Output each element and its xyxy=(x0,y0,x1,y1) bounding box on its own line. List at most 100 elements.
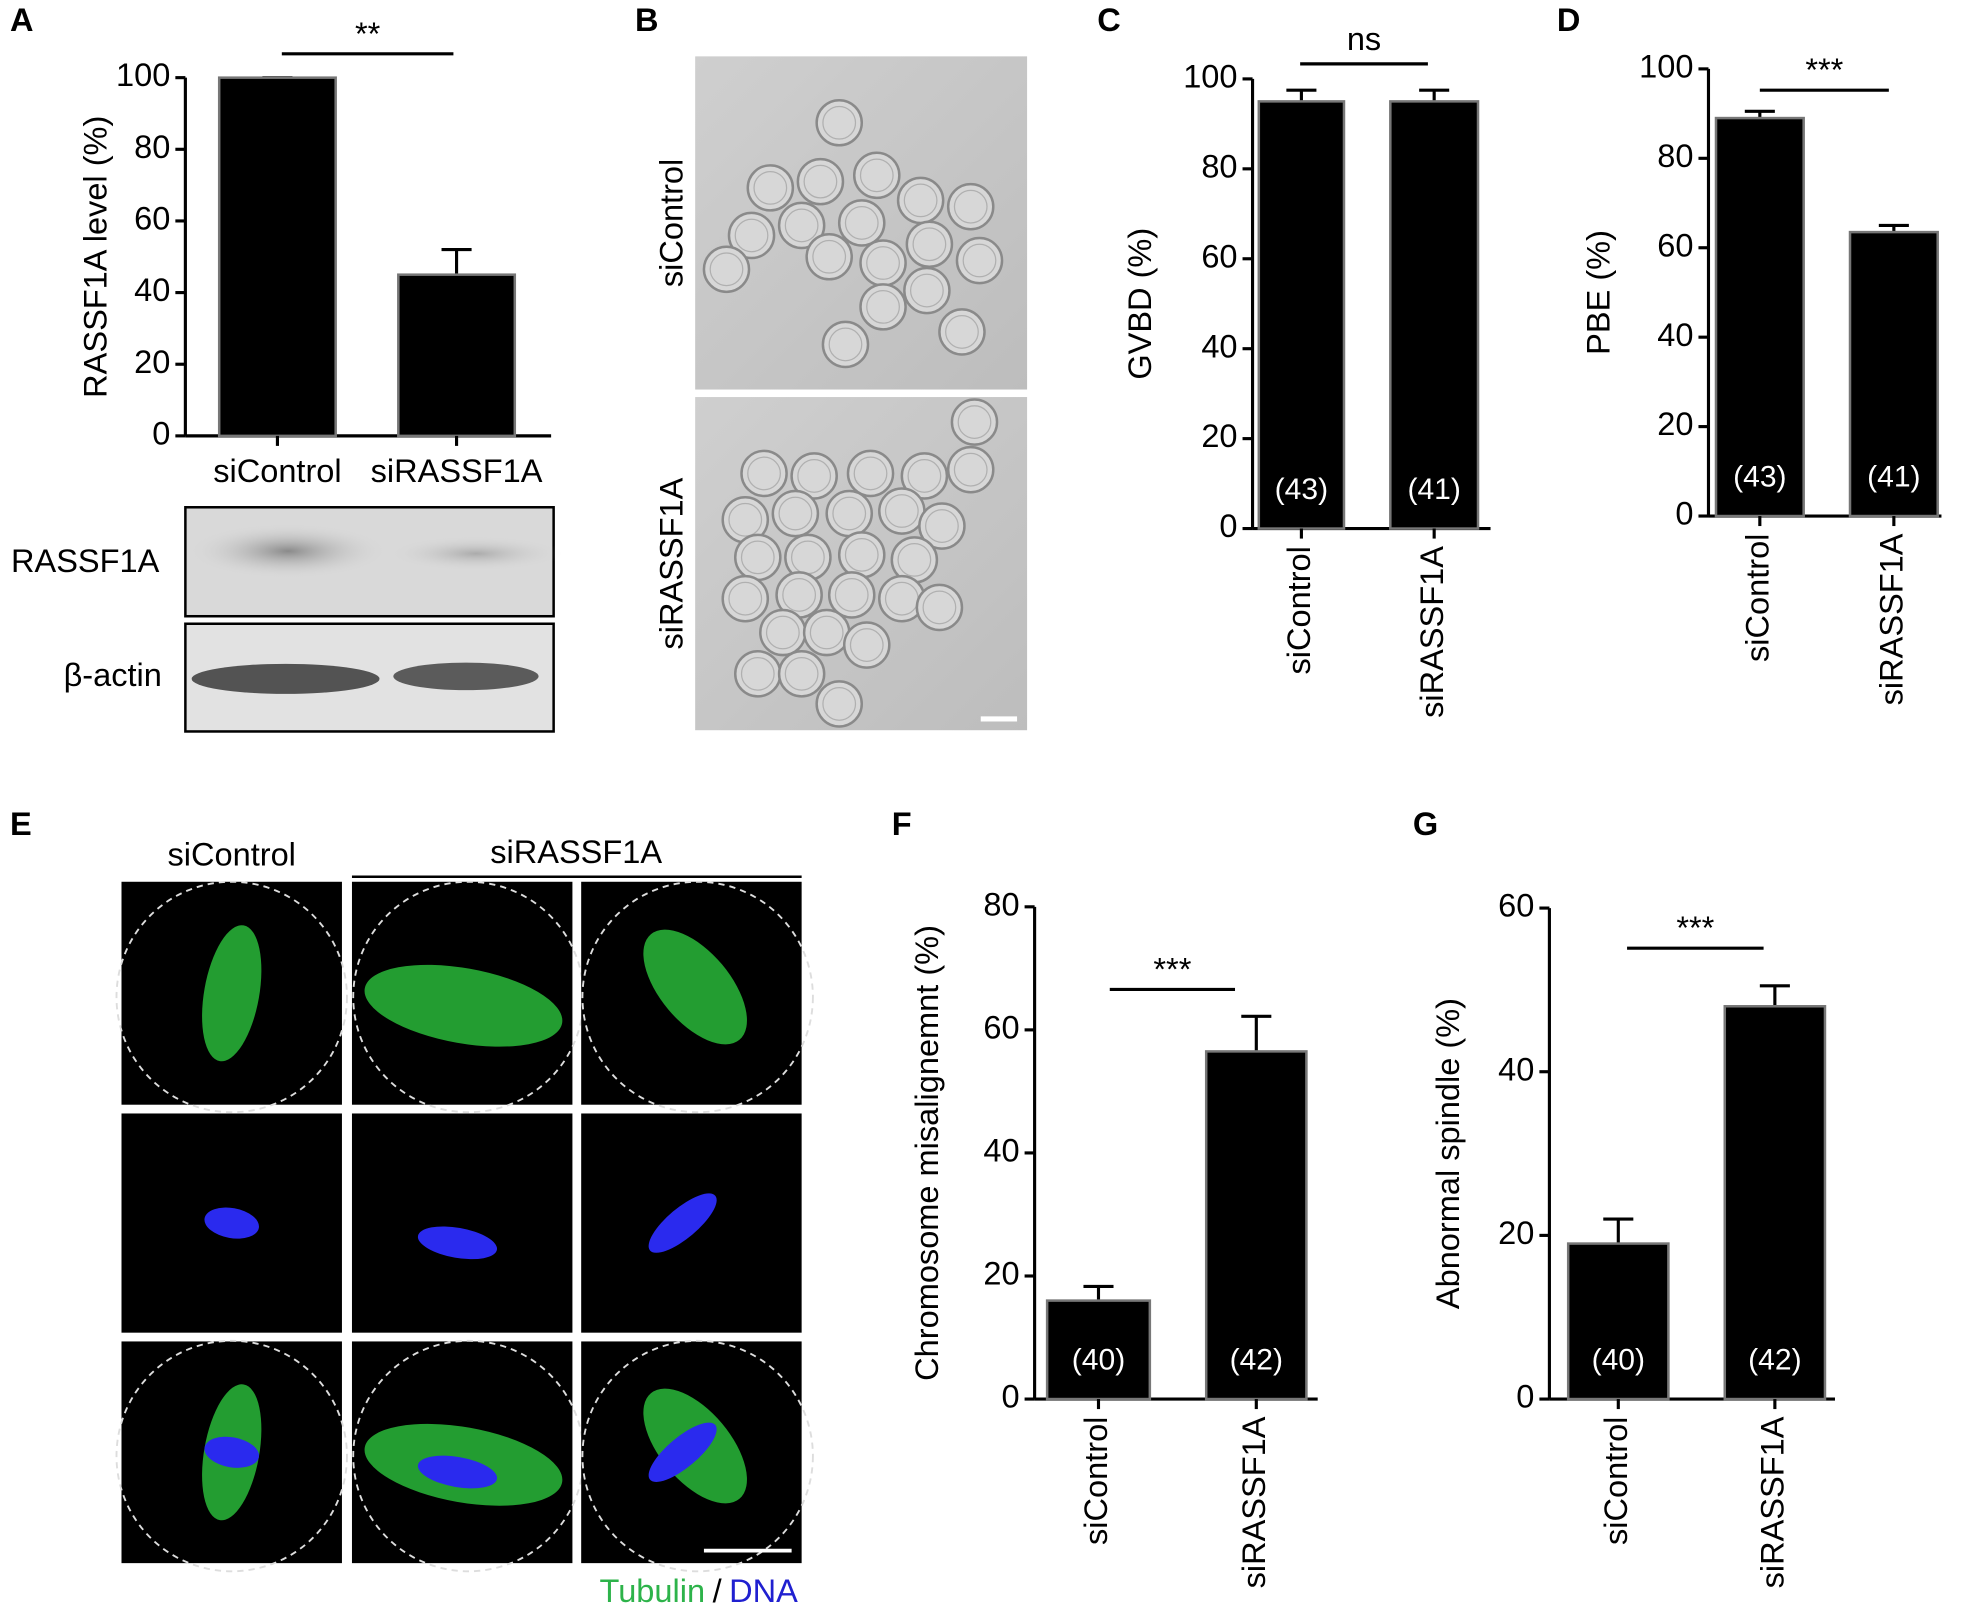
y-tick-label: 80 xyxy=(983,886,1019,922)
y-tick-label: 20 xyxy=(1657,406,1693,442)
oocyte-core xyxy=(844,206,879,240)
n-label: (42) xyxy=(1230,1343,1283,1376)
y-axis-title: Chromosome misalignemnt (%) xyxy=(909,925,945,1381)
y-tick-label: 80 xyxy=(1657,138,1693,174)
bar xyxy=(397,273,517,438)
y-tick-label: 40 xyxy=(983,1133,1019,1169)
n-label: (40) xyxy=(1592,1343,1645,1376)
y-tick-label: 40 xyxy=(134,272,170,308)
oocyte-core xyxy=(728,581,763,616)
x-tick-label: siControl xyxy=(1281,546,1317,674)
oocyte-core xyxy=(784,656,819,691)
bar xyxy=(1257,100,1346,530)
n-label: (40) xyxy=(1072,1343,1125,1376)
oocyte-core xyxy=(734,218,769,253)
oocyte-core xyxy=(782,578,817,612)
oocyte-core xyxy=(922,590,957,625)
confocal-grid xyxy=(115,880,814,1573)
stain-tubulin: Tubulin xyxy=(600,1573,706,1609)
bar xyxy=(217,76,337,438)
bar xyxy=(1045,1299,1152,1401)
oocyte-core xyxy=(907,459,942,493)
chromosomes xyxy=(204,1207,259,1239)
significance-label: *** xyxy=(1676,910,1714,946)
y-tick-label: 40 xyxy=(1657,317,1693,353)
oocyte-core xyxy=(853,456,888,491)
oocyte-core xyxy=(909,273,944,308)
y-tick-label: 60 xyxy=(1498,888,1534,924)
x-tick-label: siControl xyxy=(213,453,341,489)
oocyte-core xyxy=(953,189,988,224)
oocyte-core xyxy=(778,496,813,531)
oocytes xyxy=(702,98,1004,728)
significance-label: *** xyxy=(1153,952,1191,988)
oocyte-core xyxy=(728,502,763,537)
y-tick-label: 0 xyxy=(1001,1379,1019,1415)
x-tick-label: siRASSF1A xyxy=(1236,1416,1272,1588)
oocyte-core xyxy=(866,246,900,280)
blot-label: β-actin xyxy=(64,657,162,693)
oocyte-core xyxy=(903,183,938,218)
oocyte-core xyxy=(784,208,819,243)
bar xyxy=(1848,230,1939,518)
oocyte-core xyxy=(822,687,857,721)
y-tick-label: 20 xyxy=(134,344,170,380)
blot-band xyxy=(191,663,380,694)
oocyte-core xyxy=(953,452,988,487)
x-tick-label: siRASSF1A xyxy=(1873,533,1909,705)
panel-letter: D xyxy=(1557,2,1581,38)
y-tick-label: 40 xyxy=(1498,1051,1534,1087)
y-tick-label: 40 xyxy=(1201,328,1237,364)
panel-letter: A xyxy=(10,2,34,38)
oocyte-core xyxy=(859,158,894,193)
oocyte-core xyxy=(834,578,869,612)
bar xyxy=(1723,1005,1827,1401)
y-tick-label: 100 xyxy=(1639,48,1693,84)
oocyte-core xyxy=(765,615,800,650)
stain-dna: DNA xyxy=(729,1573,798,1609)
x-tick-label: siControl xyxy=(1739,534,1775,662)
oocyte-core xyxy=(709,252,744,287)
oocyte-core xyxy=(822,105,857,140)
y-tick-label: 60 xyxy=(134,201,170,237)
spindle xyxy=(643,929,747,1045)
x-tick-label: siRASSF1A xyxy=(371,453,543,489)
chromosomes xyxy=(648,1422,717,1482)
row-label: siControl xyxy=(653,159,689,287)
oocyte-core xyxy=(797,459,832,493)
y-tick-label: 0 xyxy=(152,415,170,451)
chromosomes xyxy=(417,1226,498,1260)
oocyte-core xyxy=(753,170,788,205)
confocal-image xyxy=(351,1113,573,1333)
oocyte-core xyxy=(925,509,959,543)
x-tick-label: siControl xyxy=(1078,1417,1114,1545)
stain-separator: / xyxy=(713,1573,723,1609)
column-label: siRASSF1A xyxy=(490,834,662,870)
oocyte-core xyxy=(849,628,884,662)
y-tick-label: 0 xyxy=(1219,508,1237,544)
blot-label: RASSF1A xyxy=(11,543,160,579)
oocyte-core xyxy=(962,243,997,278)
y-tick-label: 0 xyxy=(1516,1379,1534,1415)
n-label: (41) xyxy=(1407,473,1460,506)
chromosomes xyxy=(417,1455,498,1489)
oocyte-core xyxy=(740,656,775,691)
y-tick-label: 80 xyxy=(1201,148,1237,184)
oocyte-core xyxy=(884,494,919,528)
stain-legend: Tubulin / DNA xyxy=(600,1573,799,1609)
spindle xyxy=(202,925,262,1062)
chromosomes xyxy=(204,1436,259,1468)
bar xyxy=(1566,1242,1670,1401)
significance-label: *** xyxy=(1805,52,1843,88)
oocyte-core xyxy=(803,164,838,199)
bar xyxy=(1204,1050,1308,1401)
n-label: (42) xyxy=(1748,1343,1801,1376)
row-label: siRASSF1A xyxy=(653,477,689,649)
y-axis-title: GVBD (%) xyxy=(1122,228,1158,380)
y-axis-title: RASSF1A level (%) xyxy=(77,116,113,398)
oocyte-core xyxy=(832,496,867,531)
oocyte-core xyxy=(897,542,932,577)
y-axis-title: PBE (%) xyxy=(1580,230,1616,355)
